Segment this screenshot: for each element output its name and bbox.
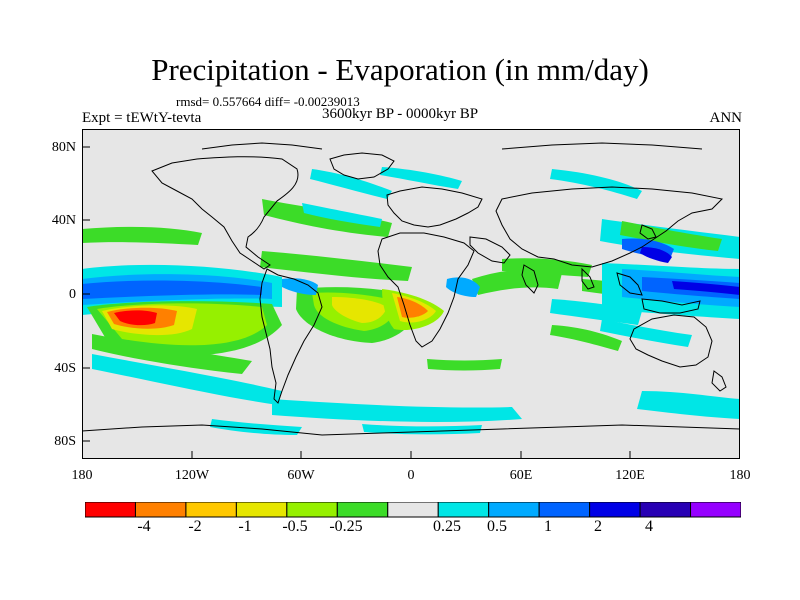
southern-ocean-bands — [92, 354, 740, 435]
colorbar-swatch — [185, 502, 237, 518]
colorbar-label: -2 — [188, 518, 202, 535]
colorbar-label: 2 — [594, 518, 602, 535]
colorbar-swatch — [387, 502, 439, 518]
latitude-label: 80N — [51, 140, 76, 155]
colorbar-label: 0.5 — [487, 518, 507, 535]
colorbar-swatch — [134, 502, 187, 518]
west-pacific-warm-pool — [550, 238, 740, 351]
colorbar-swatch — [336, 502, 389, 518]
colorbar — [85, 502, 741, 518]
colorbar-swatch — [589, 502, 641, 518]
colorbar-swatch — [437, 502, 490, 518]
longitude-label: 120E — [615, 468, 645, 483]
colorbar-swatch — [690, 502, 741, 518]
latitude-label: 0 — [69, 287, 76, 302]
period-label: 3600kyr BP - 0000kyr BP — [322, 106, 479, 122]
experiment-label: Expt = tEWtY-tevta — [82, 110, 202, 126]
map-panel — [82, 129, 740, 459]
colorbar-label: 0.25 — [433, 518, 461, 535]
longitude-label: 60W — [287, 468, 315, 483]
colorbar-swatch — [538, 502, 591, 518]
colorbar-swatch — [488, 502, 540, 518]
colorbar-label: -0.25 — [329, 518, 363, 535]
colorbar-label: 4 — [645, 518, 653, 535]
latitude-label: 40N — [51, 213, 76, 228]
longitude-label: 0 — [407, 468, 415, 483]
map-title: Precipitation - Evaporation (in mm/day) — [151, 52, 649, 87]
stats-text: rmsd= 0.557664 diff= -0.00239013 — [176, 94, 360, 109]
colorbar-swatch — [235, 502, 288, 518]
longitude-label: 180 — [729, 468, 751, 483]
axis-ticks — [82, 146, 631, 459]
colorbar-label: 1 — [544, 518, 552, 535]
latitude-label: 40S — [54, 361, 76, 376]
season-label: ANN — [709, 110, 743, 126]
northern-midlatitude-bands — [82, 167, 740, 259]
coastlines — [82, 142, 740, 436]
colorbar-label: -4 — [137, 518, 151, 535]
colorbar-label: -0.5 — [282, 518, 308, 535]
colorbar-swatch — [85, 502, 136, 518]
tropical-atlantic-features — [260, 251, 444, 343]
colorbar-swatch — [286, 502, 338, 518]
longitude-label: 180 — [71, 468, 93, 483]
southeast-pacific-dry-zone — [87, 301, 282, 374]
longitude-label: 120W — [174, 468, 210, 483]
longitude-label: 60E — [509, 468, 533, 483]
latitude-label: 80S — [54, 434, 76, 449]
colorbar-swatch — [639, 502, 692, 518]
colorbar-label: -1 — [238, 518, 252, 535]
